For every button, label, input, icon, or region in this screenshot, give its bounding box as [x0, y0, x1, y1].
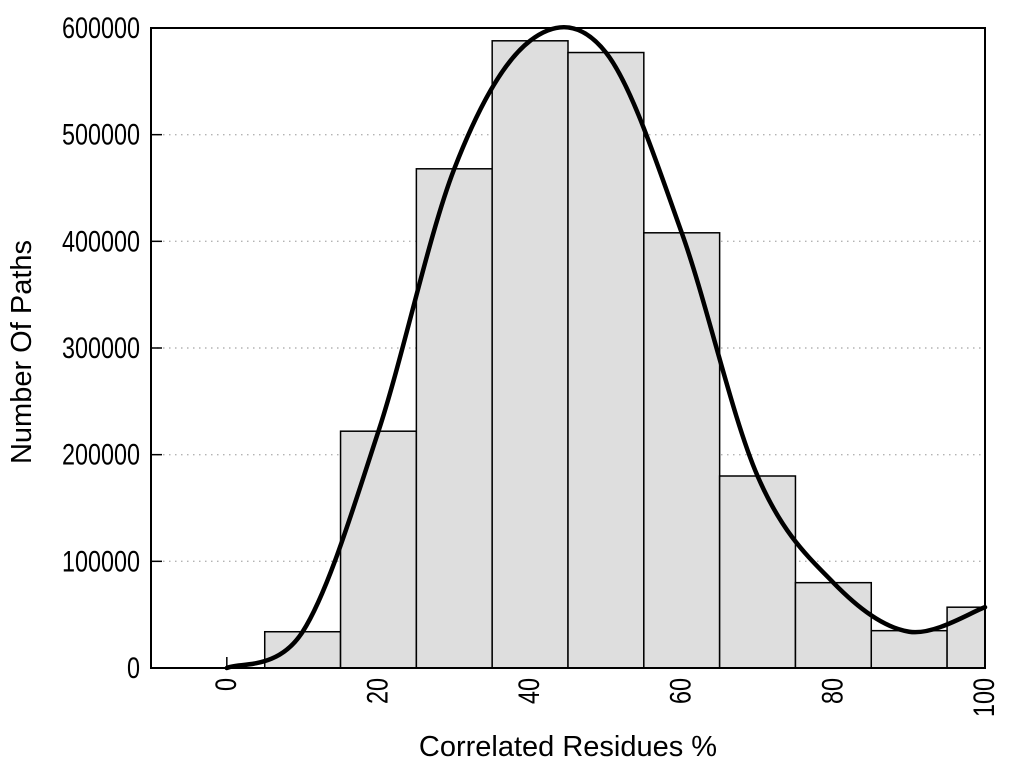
y-tick-label: 200000 [62, 439, 140, 472]
x-tick-label: 80 [816, 678, 849, 704]
histogram-bar [415, 168, 493, 669]
x-tick-label: 40 [513, 678, 546, 704]
x-tick-label: 60 [665, 678, 698, 704]
y-tick-label: 600000 [62, 12, 140, 45]
x-tick-label: 0 [210, 678, 243, 691]
x-tick-label: 20 [361, 678, 394, 704]
histogram-bar [870, 629, 948, 669]
y-tick-label: 0 [127, 652, 140, 685]
y-axis-title: Number Of Paths [6, 239, 38, 465]
histogram-bar [339, 430, 418, 669]
histogram-bar [263, 630, 342, 669]
y-tick-label: 100000 [62, 545, 140, 578]
histogram-bar [643, 232, 721, 669]
y-tick-label: 500000 [62, 119, 140, 152]
x-tick-label: 100 [968, 678, 1001, 717]
histogram-bar [491, 40, 569, 669]
histogram-bar [718, 475, 797, 669]
y-tick-label: 300000 [62, 332, 140, 365]
y-tick-label: 400000 [62, 225, 140, 258]
fit-curve [224, 25, 988, 671]
plot-border [150, 27, 986, 669]
histogram-bar [567, 51, 645, 669]
x-axis-title: Correlated Residues % [418, 731, 718, 763]
histogram-bar [794, 581, 873, 669]
